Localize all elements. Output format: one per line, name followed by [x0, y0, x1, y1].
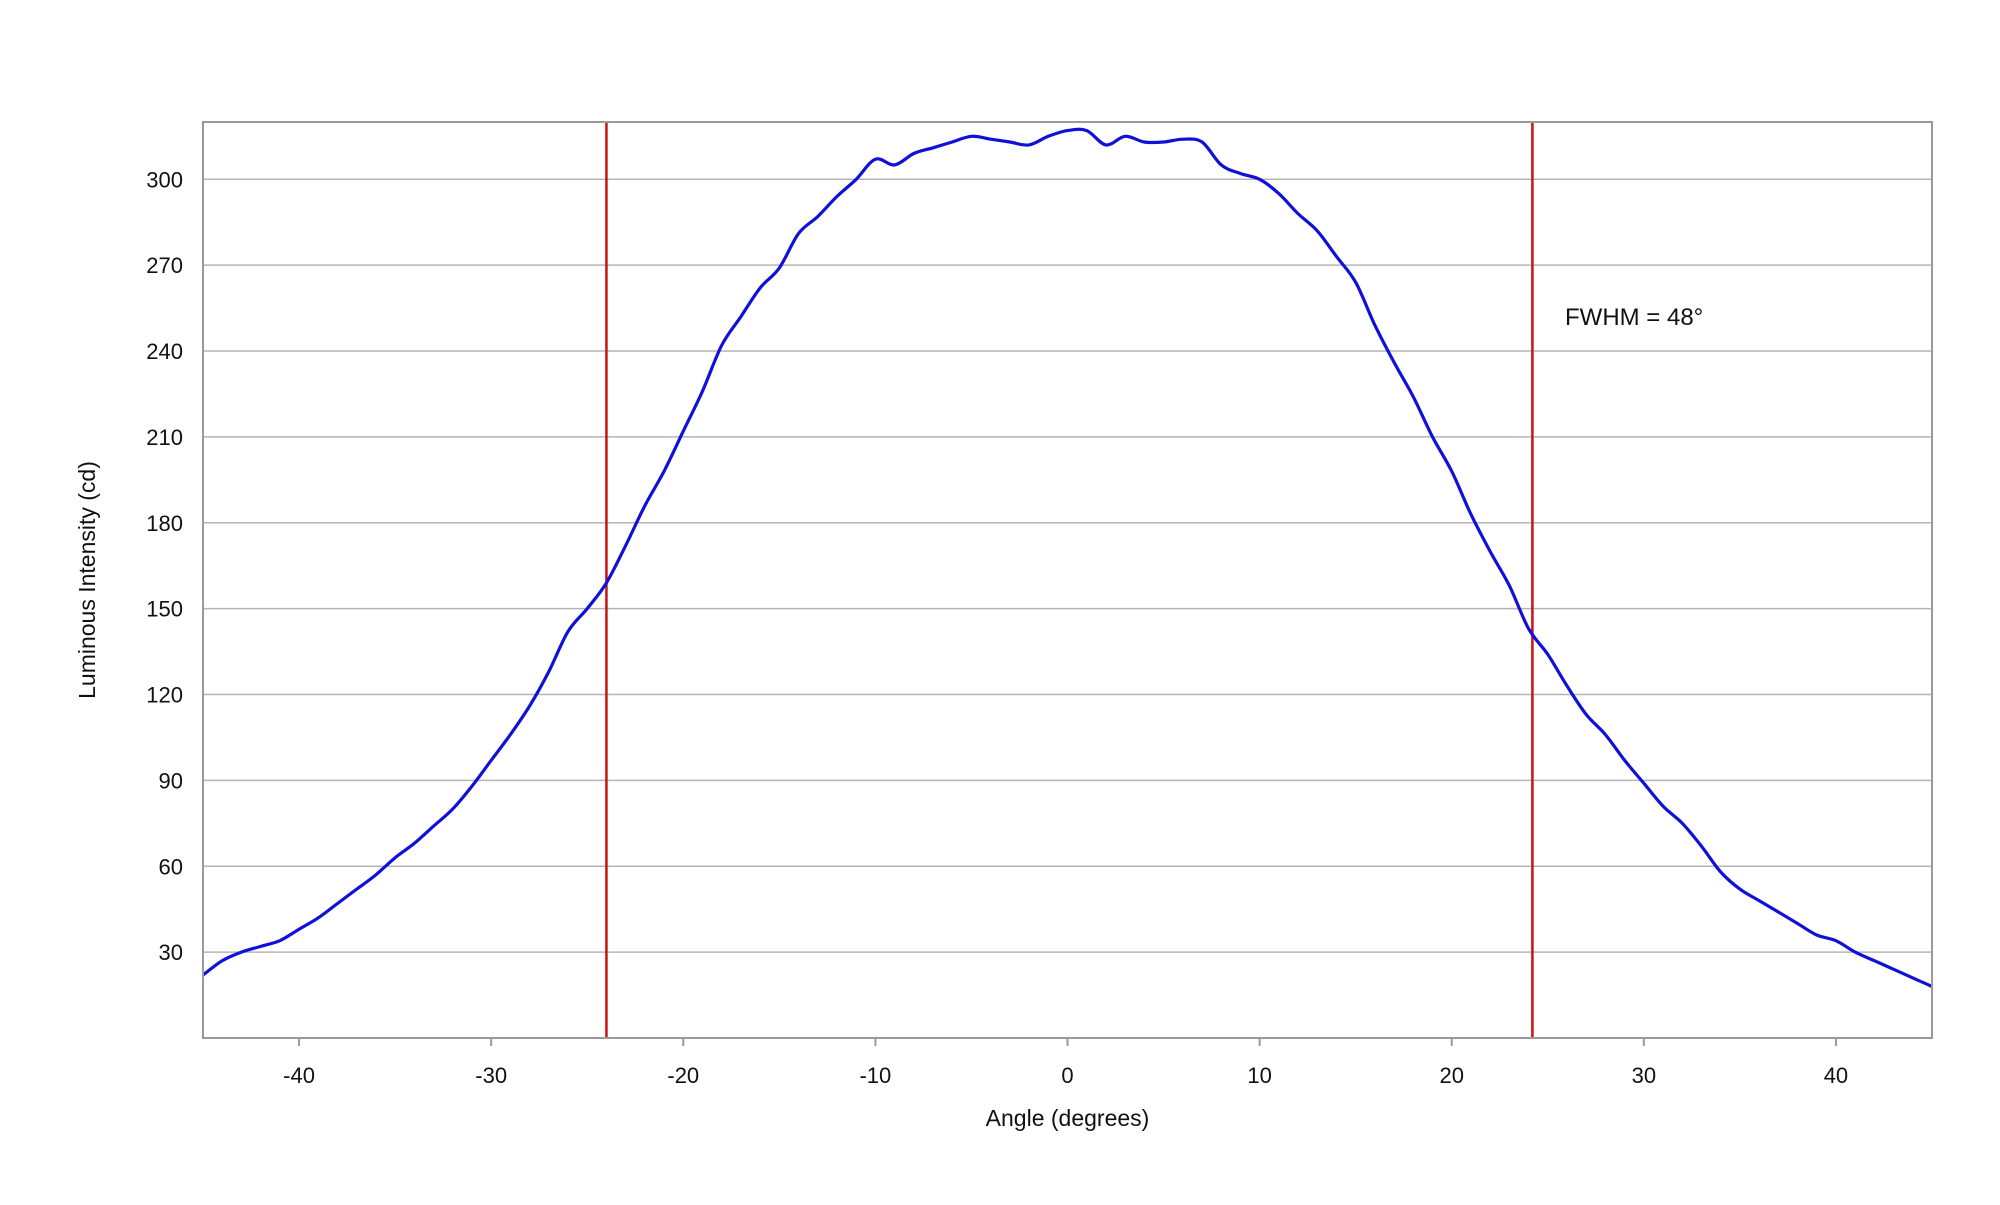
y-tick-label: 240 [146, 339, 183, 364]
x-tick-label: 20 [1439, 1063, 1463, 1088]
y-tick-label: 120 [146, 683, 183, 708]
series-layer [202, 127, 1933, 988]
y-tick-label: 180 [146, 511, 183, 536]
x-tick-label: -20 [667, 1063, 699, 1088]
y-tick-label: 210 [146, 425, 183, 450]
fwhm-annotation: FWHM = 48° [1565, 304, 1703, 331]
y-tick-label: 150 [146, 597, 183, 622]
x-axis-title: Angle (degrees) [986, 1105, 1150, 1131]
y-tick-label: 60 [159, 854, 183, 879]
x-tick-label: -40 [283, 1063, 315, 1088]
y-tick-label: 300 [146, 167, 183, 192]
intensity-series-line [202, 127, 1933, 988]
x-tick-label: 0 [1061, 1063, 1073, 1088]
x-tick-label: 30 [1632, 1063, 1656, 1088]
x-tick-label: 10 [1247, 1063, 1271, 1088]
y-axis-title: Luminous Intensity (cd) [74, 461, 100, 699]
x-tick-label: -10 [859, 1063, 891, 1088]
y-tick-label: 270 [146, 253, 183, 278]
y-tick-label: 30 [159, 940, 183, 965]
x-tick-labels: -40 -30 -20 -10 0 10 20 30 40 [283, 1038, 1848, 1088]
fwhm-reference-lines [605, 122, 1534, 1038]
y-tick-label: 90 [159, 768, 183, 793]
y-tick-labels: 30 60 90 120 150 180 210 240 270 300 [146, 167, 183, 965]
plot-frame [202, 121, 1933, 1039]
grid-lines [203, 178, 1932, 953]
x-tick-label: 40 [1824, 1063, 1848, 1088]
x-tick-label: -30 [475, 1063, 507, 1088]
